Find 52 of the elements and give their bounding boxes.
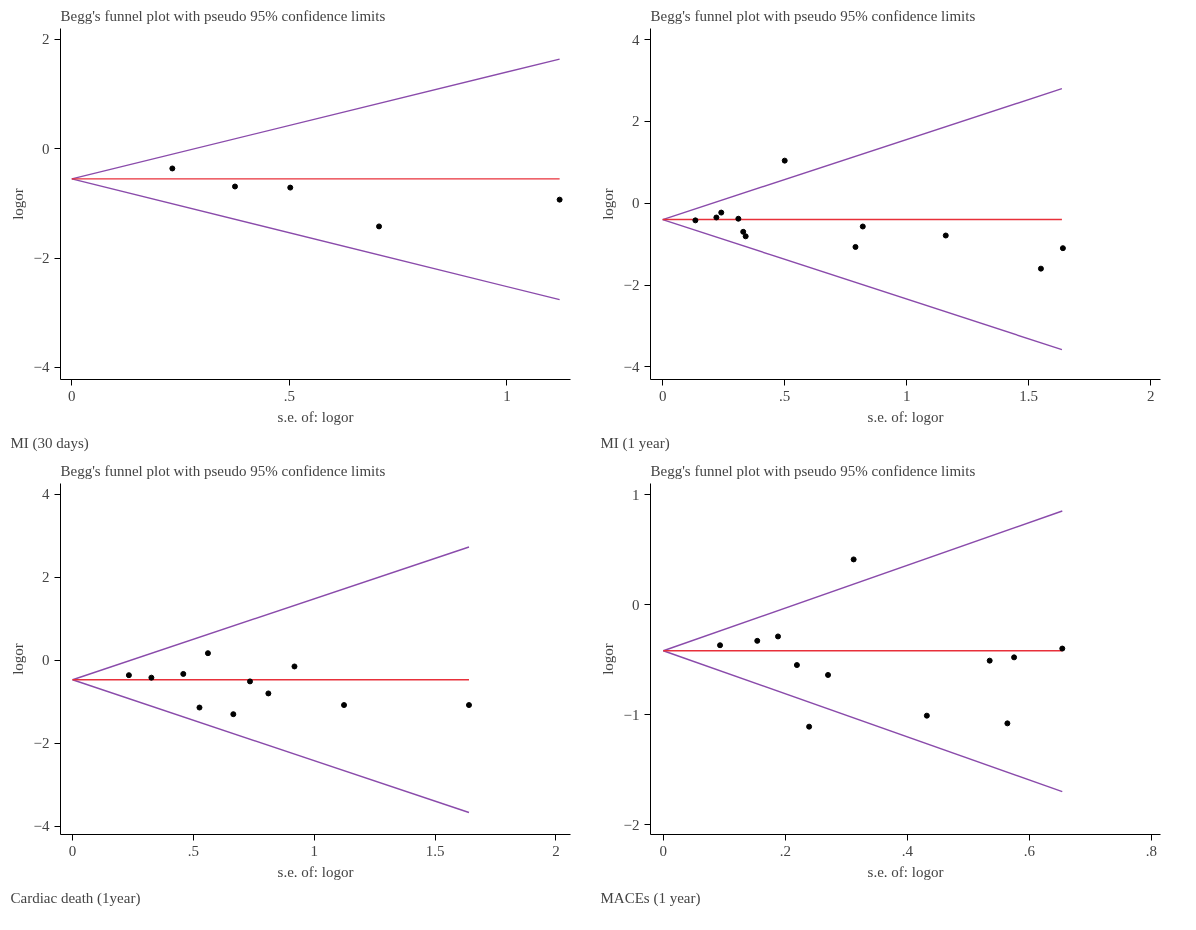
- x-tick-label: 2: [1146, 387, 1155, 404]
- x-axis-title: s.e. of: logor: [867, 863, 944, 880]
- x-axis-title: s.e. of: logor: [867, 408, 944, 425]
- y-tick-label: −4: [623, 358, 640, 375]
- x-tick-label: .4: [901, 842, 914, 859]
- text: MI (30 days): [10, 434, 89, 452]
- x-tick-label: 1.5: [1019, 387, 1039, 404]
- x-tick-label: .6: [1023, 842, 1036, 859]
- x-tick-label: 1: [902, 387, 911, 404]
- y-tick-label: −4: [33, 359, 50, 376]
- y-tick-label: 0: [632, 195, 640, 212]
- x-tick-label: .5: [779, 387, 791, 404]
- text: MACEs (1 year): [600, 889, 701, 907]
- x-tick-label: 0: [68, 387, 76, 404]
- y-tick-label: −2: [33, 735, 50, 752]
- y-axis-title: logor: [9, 188, 26, 220]
- x-tick-label: 1.5: [425, 842, 445, 859]
- x-tick-label: .8: [1145, 842, 1157, 859]
- chart-title: Begg's funnel plot with pseudo 95% confidence limits: [60, 462, 386, 479]
- x-tick-label: 1: [310, 842, 319, 859]
- x-tick-label: .2: [779, 842, 791, 859]
- y-tick-label: 0: [632, 596, 640, 613]
- x-tick-label: 1: [503, 387, 511, 404]
- y-tick-label: 0: [42, 140, 50, 157]
- y-tick-label: −2: [623, 277, 640, 293]
- y-tick-label: 4: [42, 486, 50, 503]
- x-axis-title: s.e. of: logor: [277, 408, 354, 425]
- text: MI (1 year): [600, 434, 670, 452]
- y-tick-label: 2: [42, 569, 50, 586]
- y-tick-label: −1: [623, 706, 640, 723]
- chart-title: Begg's funnel plot with pseudo 95% confidence limits: [60, 7, 386, 24]
- x-tick-label: 0: [659, 842, 668, 859]
- chart-title: Begg's funnel plot with pseudo 95% confidence limits: [650, 462, 976, 479]
- chart-title: Begg's funnel plot with pseudo 95% confidence limits: [650, 7, 976, 24]
- y-axis-title: logor: [599, 188, 616, 220]
- x-tick-label: 0: [658, 387, 667, 404]
- x-tick-label: .5: [283, 387, 296, 404]
- y-axis-title: logor: [9, 643, 26, 675]
- y-tick-label: 4: [632, 31, 640, 48]
- text: Cardiac death (1year): [10, 889, 141, 907]
- x-tick-label: 2: [552, 842, 560, 859]
- y-axis-title: logor: [599, 643, 616, 675]
- y-tick-label: 2: [632, 113, 640, 130]
- x-tick-label: .5: [187, 842, 200, 859]
- y-tick-label: −2: [33, 250, 50, 267]
- y-tick-label: 0: [42, 652, 50, 669]
- y-tick-label: 2: [42, 31, 50, 48]
- x-axis-title: s.e. of: logor: [277, 863, 354, 880]
- y-tick-label: 1: [632, 486, 640, 503]
- y-tick-label: −4: [33, 818, 50, 835]
- y-tick-label: −2: [623, 816, 640, 833]
- x-tick-label: 0: [68, 842, 77, 859]
